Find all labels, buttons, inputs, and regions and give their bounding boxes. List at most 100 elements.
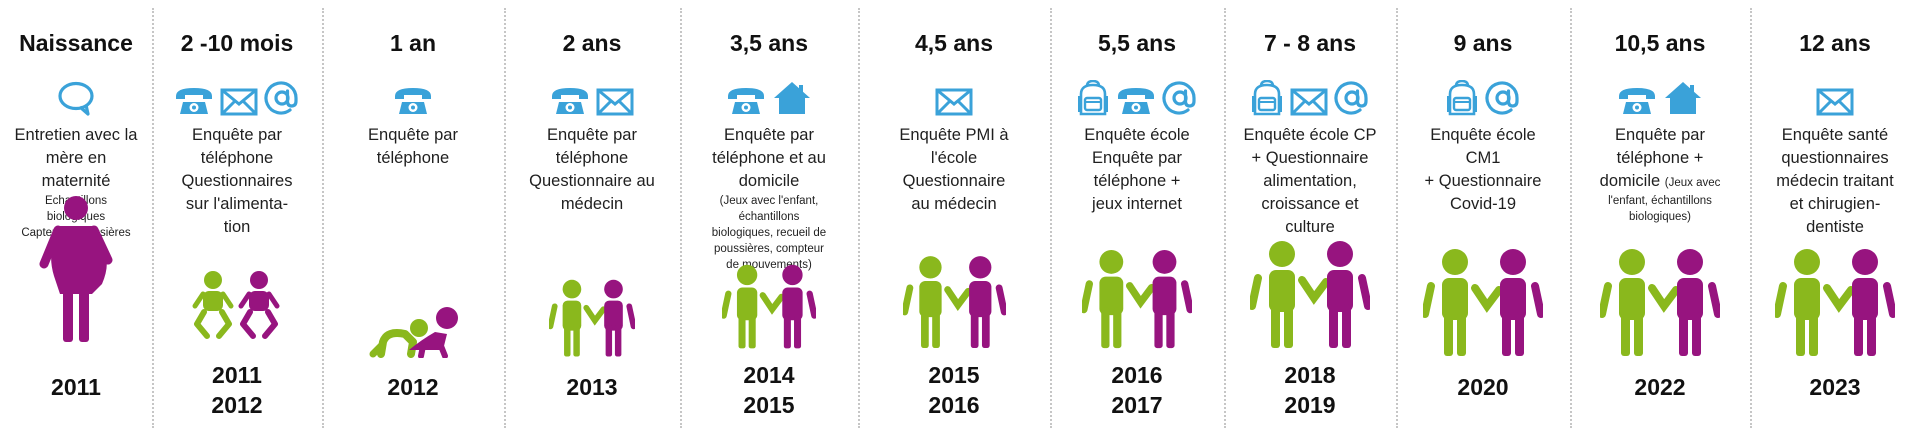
children-figure [1775,249,1895,356]
survey-mode-icons [858,76,1050,116]
telephone-icon [176,88,212,114]
description-line: et chirugien- [1789,195,1881,213]
stage-age: Naissance [19,30,133,56]
stage-age: 5,5 ans [1098,30,1176,56]
children-figure [902,256,1006,348]
stage-year: 2022 [1570,372,1750,402]
description-line: Enquête par [368,126,458,144]
description-line: culture [1285,218,1335,236]
description-line: domicile (Jeux avec [1570,170,1750,193]
survey-mode-icons [680,76,858,116]
year-line: 2018 [1284,362,1336,388]
speech-bubble-icon [58,81,94,116]
year-line: 2019 [1284,392,1336,418]
stage-year: 2012 [322,372,504,402]
house-icon [1665,82,1701,114]
description-line: Entretien avec la [14,126,138,144]
backpack-icon [1252,80,1282,116]
crawling-baby-figure [369,307,458,358]
stage-description: Enquête par téléphone Questionnaire au méde… [504,124,680,216]
year-line: 2013 [566,374,618,400]
child-purple [782,264,803,349]
survey-mode-icons [322,76,504,116]
description-line: Enquête santé [1781,126,1889,144]
child-purple [1677,249,1703,356]
stage-3-5-ans: 3,5 ans Enquête par téléphone et au domicil… [680,0,858,440]
description-line: Enquête par [1092,149,1182,167]
stage-figure [1396,188,1570,358]
stage-description: Enquête par téléphone + domicile (Jeux ave… [1570,124,1750,225]
year-line: 2023 [1809,374,1861,400]
stage-description: Enquête par téléphone [322,124,504,170]
survey-mode-icons [1750,76,1920,116]
house-icon [774,82,810,114]
stage-9-ans: 9 ans Enquête école CM1 + Questionnaire Covi… [1396,0,1570,440]
stage-description: Enquête école CM1 + Questionnaire Covid-19 [1396,124,1570,216]
description-line: médecin traitant [1776,172,1894,190]
stage-description: Enquête PMI à l'école Questionnaire au méde… [858,124,1050,216]
stage-age: 7 - 8 ans [1263,30,1357,56]
description-line: téléphone et au [712,149,826,167]
stage-year: 2018 2019 [1224,360,1396,420]
description-note-line: l'enfant, échantillons [1608,195,1712,207]
stage-age: 4,5 ans [915,30,993,56]
description-note-line: échantillons [738,211,800,223]
description-line: jeux internet [1092,195,1182,213]
description-inline-text: domicile [1599,172,1665,190]
stage-age: 2 ans [562,30,622,56]
child-purple [604,279,623,357]
survey-mode-icons [0,76,152,116]
backpack-icon [1447,80,1477,116]
year-line: 2011 [212,362,262,388]
year-line: 2012 [211,392,263,418]
description-line: téléphone + [1616,149,1704,167]
survey-mode-icons [1050,76,1224,116]
stage-age: 2 -10 mois [180,30,294,56]
description-line: téléphone [555,149,629,167]
survey-mode-icons [1570,76,1750,116]
stage-description: Enquête école Enquête par téléphone + jeux … [1050,124,1224,216]
description-line: téléphone + [1093,172,1181,190]
stage-year: 2014 2015 [680,360,858,420]
envelope-icon [1816,88,1854,116]
description-line: tion [223,218,251,236]
description-line: Covid-19 [1449,195,1517,213]
stage-year: 2011 2012 [152,360,322,420]
description-line: téléphone [376,149,450,167]
at-sign-icon [1485,81,1519,115]
column-separator [1570,8,1572,428]
description-line: domicile [738,172,800,190]
stage-figure [858,180,1050,350]
child-green [562,279,582,357]
column-separator [152,8,154,428]
stage-description: Enquête par téléphone et au domicile (Jeux … [680,124,858,273]
children-figure [1423,249,1543,356]
description-line: sur l'alimenta- [185,195,289,213]
telephone-icon [552,88,588,114]
survey-mode-icons [1224,76,1396,116]
child-green [1619,249,1645,356]
description-line: croissance et [1261,195,1359,213]
stage-year: 2020 [1396,372,1570,402]
stage-naissance: Naissance Entretien avec la mère en materni… [0,0,152,440]
description-line: Enquête école [1430,126,1536,144]
description-note-line: biologiques, recueil de [711,227,827,239]
stage-12-ans: 12 ans Enquête santé questionnaires médecin… [1750,0,1920,440]
description-line: maternité [41,172,111,190]
stage-figure [152,170,322,340]
stage-4-5-ans: 4,5 ans Enquête PMI à l'école Questionnaire… [858,0,1050,440]
stage-description: Enquête santé questionnaires médecin trait… [1750,124,1920,239]
envelope-icon [220,88,258,116]
child-purple [968,256,991,348]
stage-figure [1224,180,1396,350]
stage-age: 3,5 ans [730,30,808,56]
stage-year: 2016 2017 [1050,360,1224,420]
survey-mode-icons [504,76,680,116]
children-figure [722,264,816,349]
stage-description: Enquête école CP + Questionnaire alimentat… [1224,124,1396,239]
stage-figure [680,180,858,350]
description-line: Questionnaires [181,172,293,190]
description-line: Enquête par [192,126,282,144]
